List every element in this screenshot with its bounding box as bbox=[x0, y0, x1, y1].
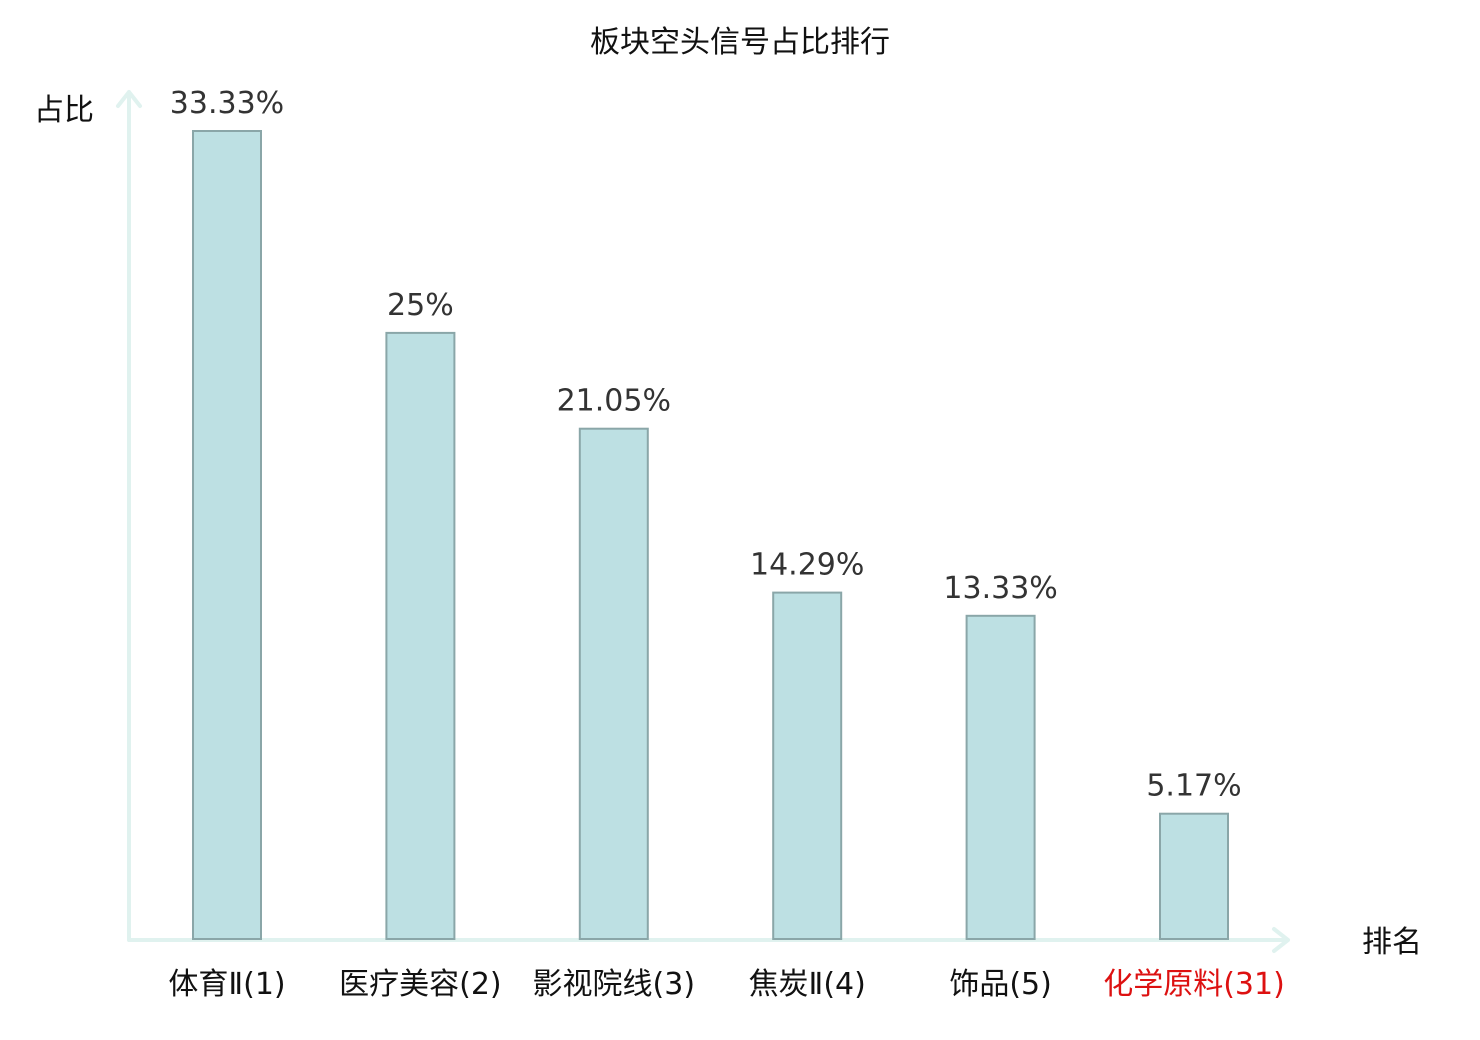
value-label-3: 21.05% bbox=[557, 384, 671, 419]
bar-4 bbox=[772, 591, 843, 940]
value-label-4: 14.29% bbox=[750, 548, 864, 583]
axes bbox=[116, 90, 1290, 953]
y-axis bbox=[116, 90, 142, 942]
bars-group bbox=[192, 130, 1229, 941]
category-label-1: 体育Ⅱ(1) bbox=[168, 967, 285, 1002]
bar-1 bbox=[192, 130, 262, 940]
bar-6 bbox=[1159, 812, 1229, 941]
category-labels-group: 体育Ⅱ(1) 医疗美容(2) 影视院线(3) 焦炭Ⅱ(4) 饰品(5) 化学原料(31) bbox=[168, 967, 1284, 1002]
x-axis-label: 排名 bbox=[1362, 925, 1422, 960]
value-label-1: 33.33% bbox=[170, 86, 284, 121]
category-label-6: 化学原料(31) bbox=[1103, 967, 1285, 1002]
value-label-5: 13.33% bbox=[943, 571, 1057, 606]
x-axis bbox=[127, 927, 1290, 953]
value-label-2: 25% bbox=[387, 288, 454, 323]
category-label-4: 焦炭Ⅱ(4) bbox=[749, 967, 866, 1002]
bar-3 bbox=[578, 427, 649, 940]
category-label-2: 医疗美容(2) bbox=[339, 967, 502, 1002]
y-axis-label: 占比 bbox=[34, 93, 94, 128]
bar-2 bbox=[385, 331, 456, 940]
bar-5 bbox=[965, 614, 1036, 940]
category-label-3: 影视院线(3) bbox=[533, 967, 696, 1002]
value-label-6: 5.17% bbox=[1146, 769, 1241, 804]
value-labels-group: 33.33% 25% 21.05% 14.29% 13.33% 5.17% bbox=[170, 86, 1242, 804]
category-label-5: 饰品(5) bbox=[949, 967, 1052, 1002]
chart-title: 板块空头信号占比排行 bbox=[590, 25, 890, 60]
